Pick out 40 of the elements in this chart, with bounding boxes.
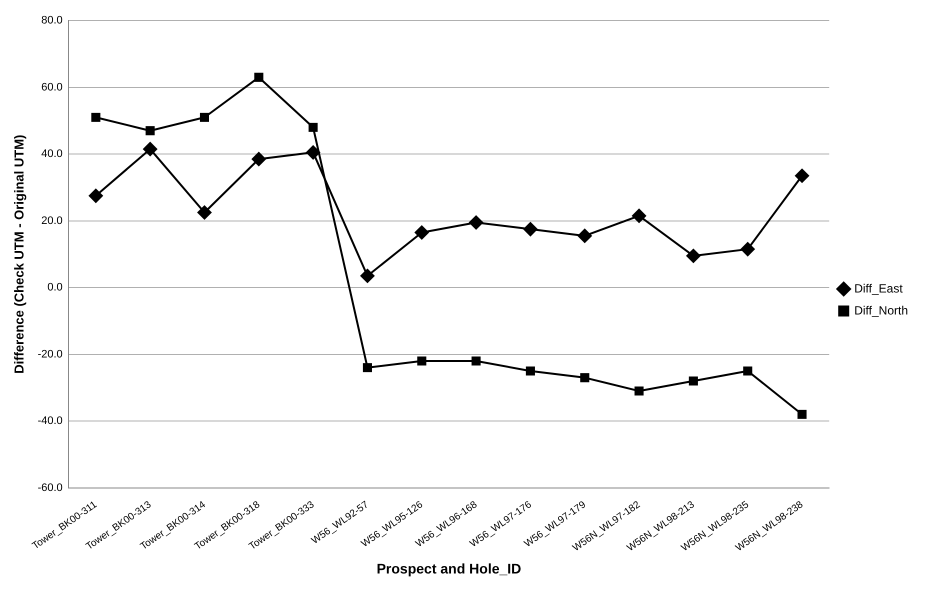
y-tick-label: 80.0 [41, 14, 63, 27]
point [417, 356, 426, 366]
point [200, 112, 210, 122]
point [91, 112, 100, 122]
point [146, 126, 155, 136]
x-axis-title: Prospect and Hole_ID [376, 560, 522, 576]
point [362, 363, 372, 372]
y-tick-label: -20.0 [38, 348, 63, 360]
point [798, 410, 807, 419]
point [472, 356, 481, 366]
point [632, 208, 646, 223]
point [254, 72, 264, 82]
point [252, 152, 266, 166]
point [523, 222, 538, 236]
legend-label: Diff_North [854, 303, 908, 318]
legend-label: Diff_East [854, 281, 904, 296]
point [634, 386, 644, 396]
y-tick-label: 0.0 [47, 282, 63, 294]
point [578, 228, 592, 243]
point [686, 248, 700, 263]
point [688, 376, 698, 386]
point [88, 188, 103, 203]
y-tick-label: 20.0 [41, 214, 63, 227]
point [580, 373, 590, 382]
point [143, 142, 158, 156]
point [740, 242, 755, 256]
point [526, 366, 535, 376]
y-tick-label: 40.0 [41, 148, 63, 160]
point [414, 226, 429, 240]
point [795, 168, 810, 183]
point [197, 205, 212, 220]
y-tick-label: -40.0 [38, 415, 63, 428]
point [308, 122, 318, 132]
y-tick-label: -60.0 [38, 482, 63, 494]
y-axis-title: Difference (Check UTM - Original UTM) [11, 134, 26, 374]
y-tick-label: 60.0 [41, 81, 63, 94]
point [469, 215, 484, 230]
point [306, 145, 320, 160]
point [360, 268, 374, 283]
point [743, 366, 752, 376]
